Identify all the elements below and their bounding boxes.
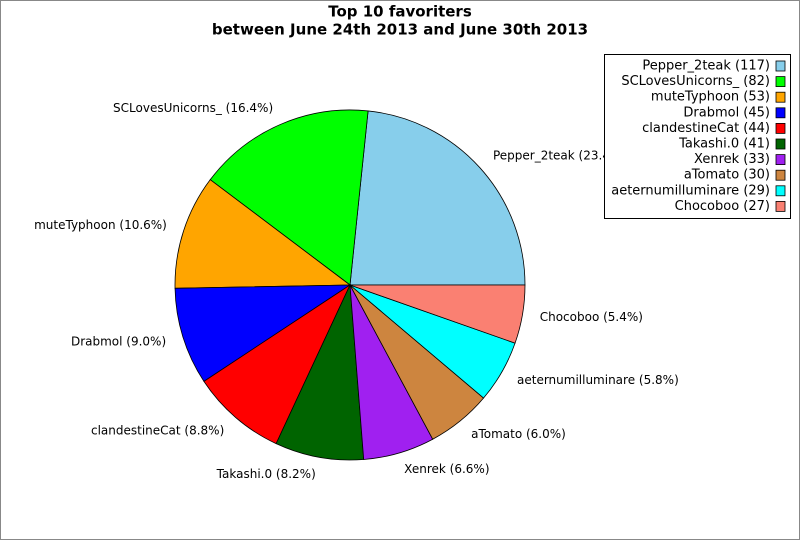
legend-label: aeternumilluminare (29) — [611, 183, 770, 198]
slice-label: Xenrek (6.6%) — [404, 462, 489, 476]
chart-subtitle: between June 24th 2013 and June 30th 201… — [212, 21, 588, 39]
legend-label: clandestineCat (44) — [642, 121, 770, 136]
legend-box — [604, 54, 791, 219]
chart-title: Top 10 favoriters — [328, 3, 472, 21]
pie-slice — [174, 179, 352, 289]
slice-label: Pepper_2teak (23.4%) — [493, 149, 626, 163]
legend-label: aTomato (30) — [684, 168, 770, 183]
slice-labels: Pepper_2teak (23.4%) SCLovesUnicorns_ (16… — [34, 101, 679, 481]
legend-swatch — [775, 169, 786, 181]
legend-swatch — [775, 123, 786, 134]
slice-label: Chocoboo (5.4%) — [540, 310, 643, 324]
legend-label: Drabmol (45) — [683, 105, 770, 120]
pie-slice — [275, 283, 365, 461]
legend: Pepper_2teak (117)SCLovesUnicorns_ (82)m… — [604, 54, 791, 219]
slice-label: clandestineCat (8.8%) — [91, 423, 224, 437]
pie — [174, 109, 526, 461]
slice-label: SCLovesUnicorns_ (16.4%) — [113, 101, 273, 115]
pie-slice — [349, 284, 526, 344]
slice-label: aeternumilluminare (5.8%) — [517, 373, 679, 387]
legend-label: Takashi.0 (41) — [678, 137, 770, 152]
legend-swatch — [775, 154, 786, 166]
legend-label: Chocoboo (27) — [675, 199, 770, 214]
slice-label: aTomato (6.0%) — [471, 427, 566, 441]
pie-slice — [209, 109, 369, 286]
legend-swatch — [775, 200, 786, 212]
slice-label: Takashi.0 (8.2%) — [216, 467, 316, 481]
legend-swatch — [775, 60, 786, 72]
pie-slice — [349, 110, 526, 286]
slice-label: Drabmol (9.0%) — [71, 335, 166, 349]
legend-label: Xenrek (33) — [694, 152, 770, 167]
legend-swatch — [775, 185, 786, 197]
legend-swatch — [775, 138, 786, 150]
legend-label: Pepper_2teak (117) — [642, 59, 770, 74]
pie-slice — [174, 284, 352, 382]
slice-label: muteTyphoon (10.6%) — [34, 218, 167, 232]
pie-slice — [203, 283, 351, 445]
legend-swatch — [775, 76, 786, 87]
legend-swatch — [775, 91, 786, 103]
legend-label: muteTyphoon (53) — [651, 90, 770, 105]
legend-label: SCLovesUnicorns_ (82) — [621, 74, 770, 89]
legend-swatch — [775, 107, 786, 119]
